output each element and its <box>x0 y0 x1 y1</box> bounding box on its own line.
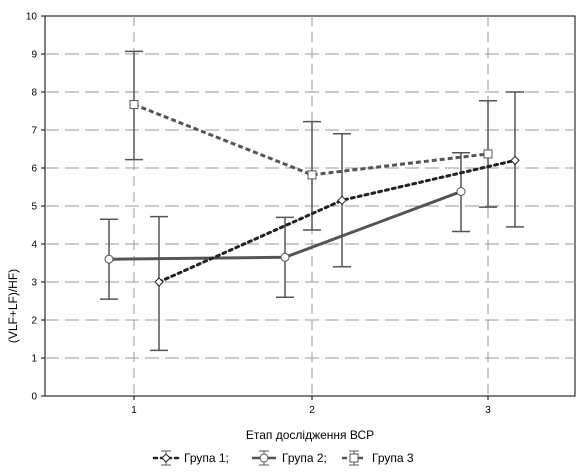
y-axis-title: (VLF+LF)/HF) <box>6 269 20 343</box>
y-tick-label: 8 <box>31 88 37 99</box>
y-tick-label: 5 <box>31 202 37 213</box>
legend-item-1: Група 1; <box>152 450 229 466</box>
y-tick-label: 2 <box>31 316 37 327</box>
y-tick-label: 0 <box>31 392 37 403</box>
series-2 <box>100 152 470 300</box>
legend-marker <box>161 453 171 463</box>
legend: Група 1; Група 2; Група 3 <box>152 450 414 466</box>
legend-item-2: Група 2; <box>252 450 327 466</box>
y-tick-label: 3 <box>31 278 37 289</box>
y-tick-label: 7 <box>31 126 37 137</box>
x-tick-label: 2 <box>309 405 315 416</box>
data-point <box>307 170 317 180</box>
data-point <box>510 155 520 166</box>
data-point <box>280 252 290 262</box>
data-point <box>456 187 466 197</box>
legend-item-3: Група 3 <box>342 450 414 466</box>
legend-marker <box>259 453 269 463</box>
y-tick-label: 9 <box>31 50 37 61</box>
x-tick-label: 1 <box>131 405 137 416</box>
y-tick-label: 10 <box>26 12 38 23</box>
x-tick-label: 3 <box>485 405 491 416</box>
y-tick-label: 4 <box>31 240 37 251</box>
legend-label: Група 3 <box>372 451 414 465</box>
data-point <box>337 195 347 206</box>
data-point <box>104 254 114 264</box>
legend-label: Група 2; <box>282 451 327 465</box>
y-tick-label: 1 <box>31 354 37 365</box>
data-point <box>154 277 164 287</box>
y-tick-label: 6 <box>31 164 37 175</box>
x-axis-title: Етап дослідження ВСР <box>246 428 374 442</box>
legend-marker <box>349 453 359 463</box>
legend-label: Група 1; <box>184 451 229 465</box>
series-layer <box>100 50 524 352</box>
data-point <box>129 100 139 110</box>
x-axis-ticks: 1 2 3 <box>131 396 491 416</box>
y-axis-ticks: 0 1 2 3 4 5 6 7 8 9 10 <box>26 12 45 403</box>
data-point <box>483 149 493 159</box>
series-3 <box>125 50 497 231</box>
series-1 <box>150 91 524 352</box>
